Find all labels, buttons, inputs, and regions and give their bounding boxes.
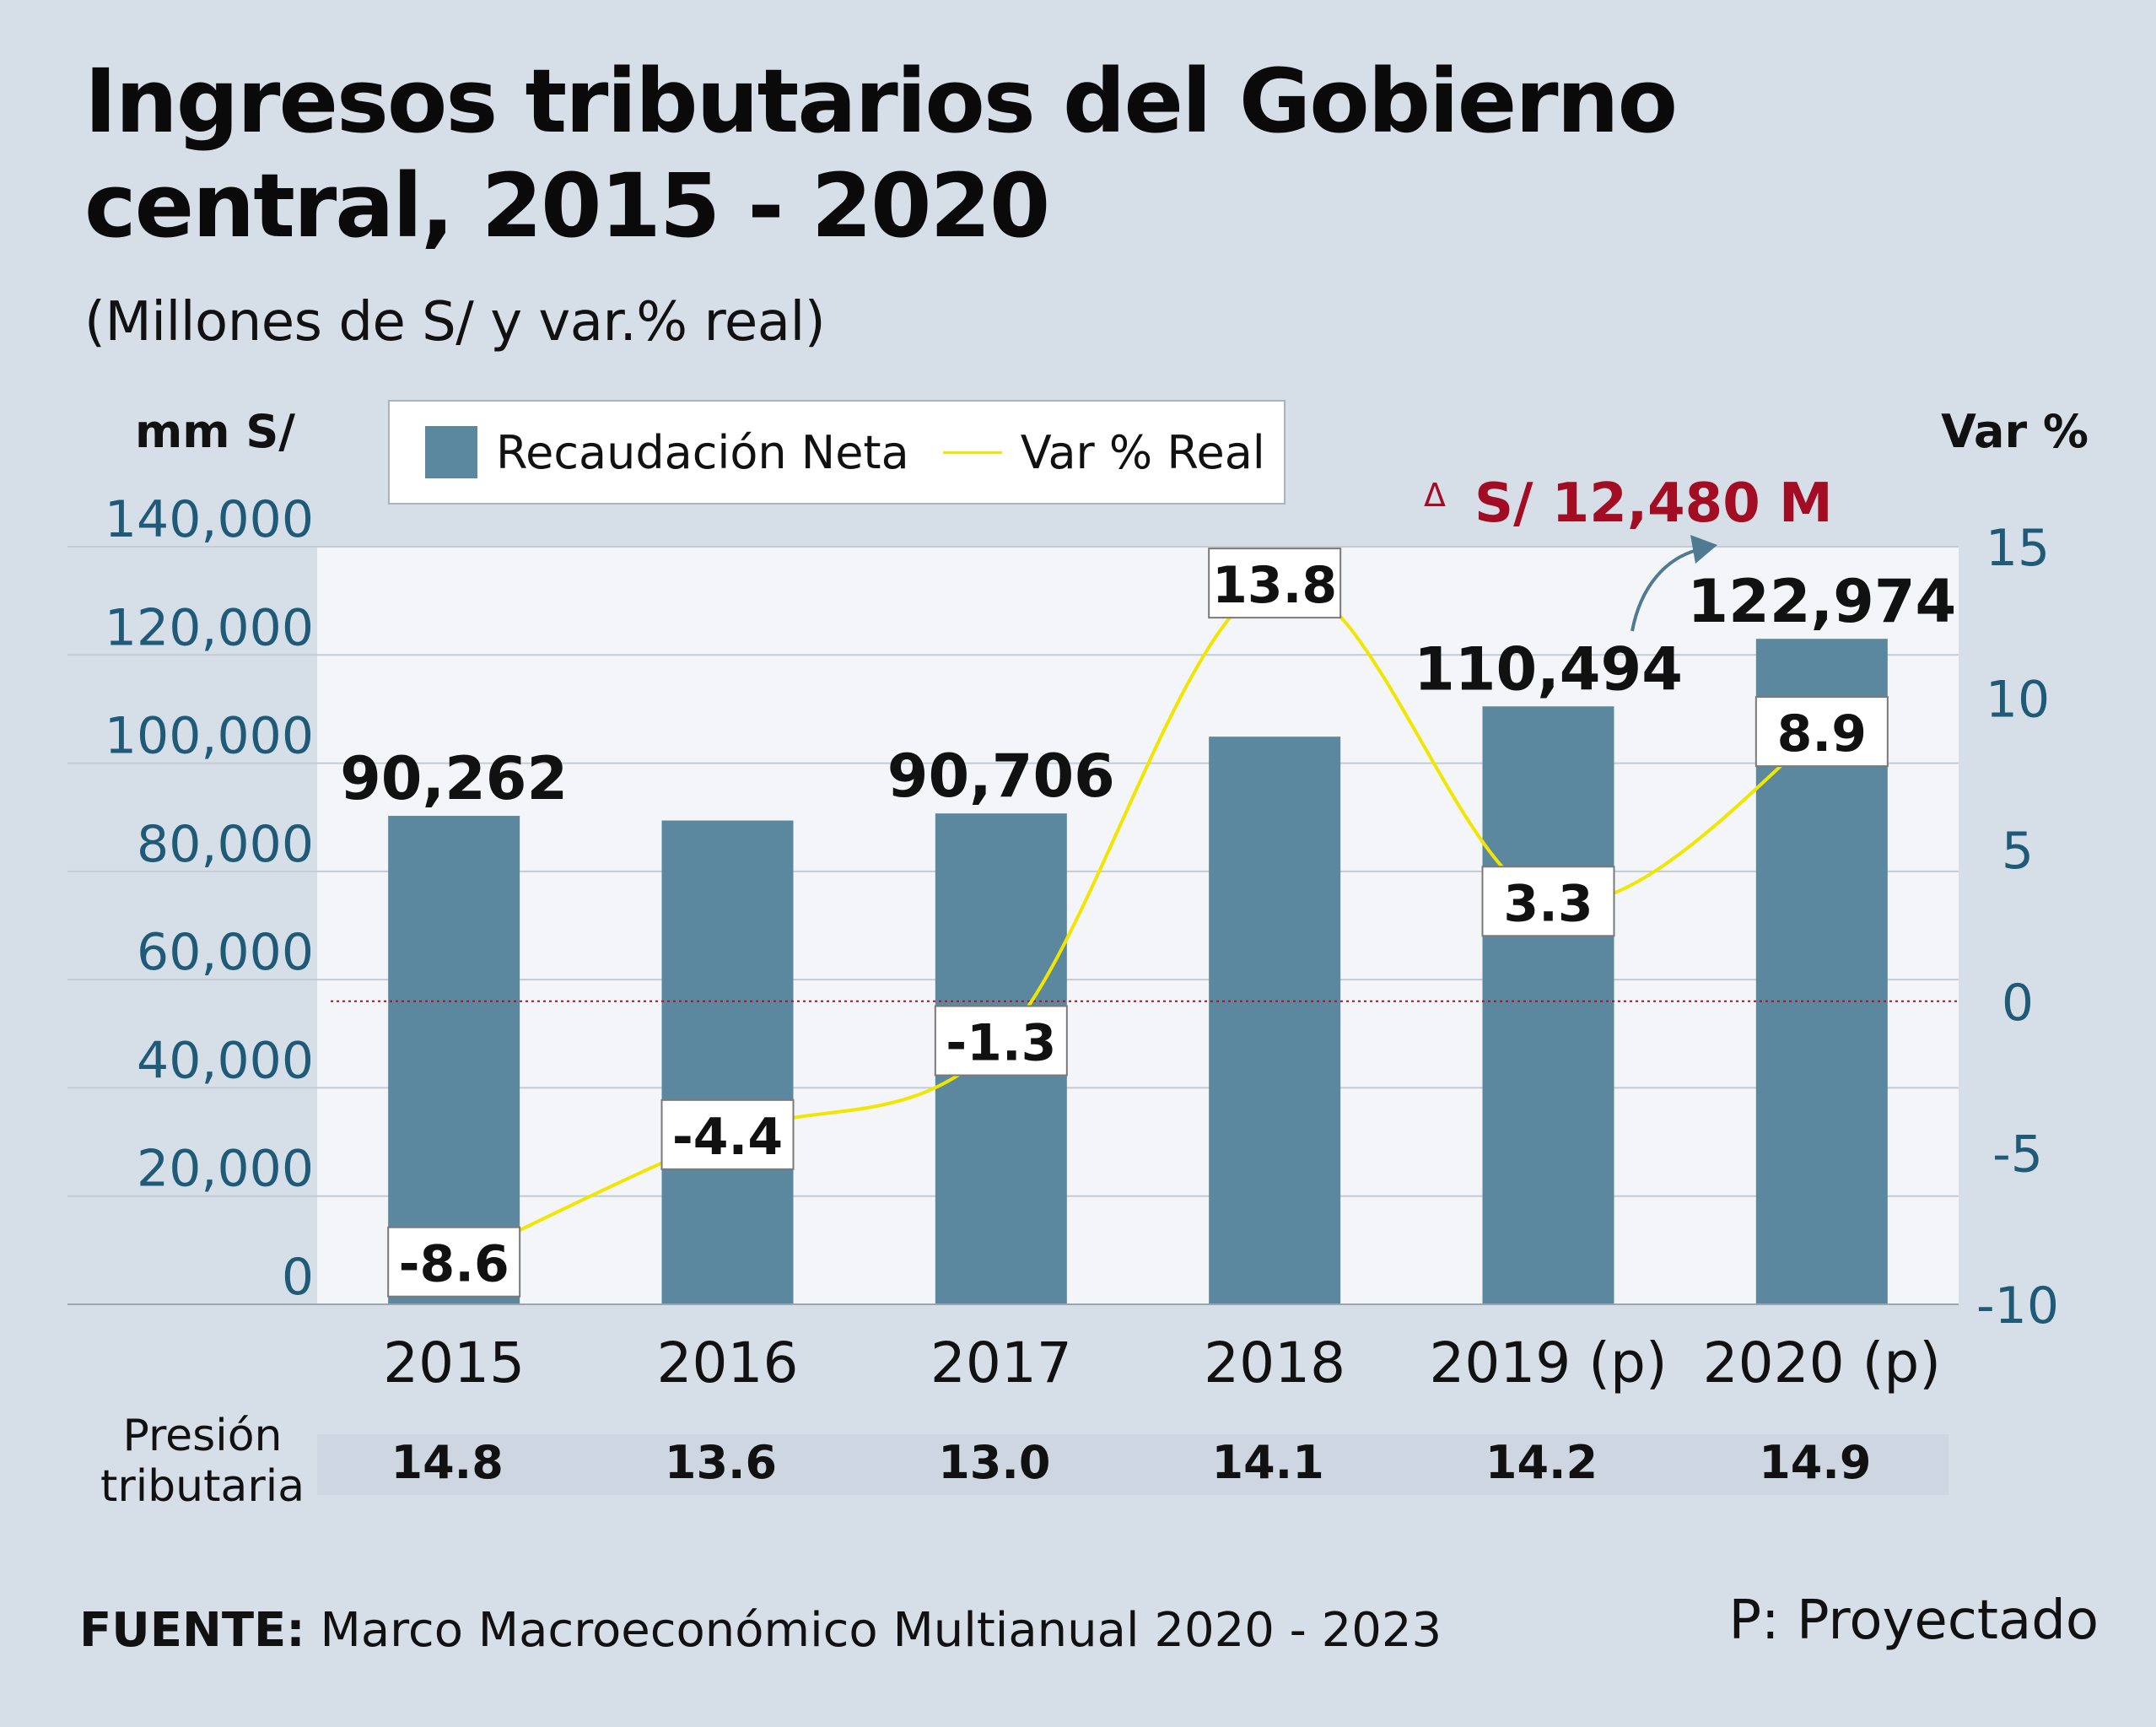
left-tick-label: 0 [282, 1248, 314, 1307]
left-axis-unit: mm S/ [135, 405, 295, 458]
var-label-box [660, 1098, 795, 1170]
pressure-value: 14.1 [1211, 1436, 1324, 1489]
var-label: -1.3 [946, 1013, 1056, 1072]
left-tick-label: 80,000 [137, 815, 314, 874]
left-tick-label: 40,000 [137, 1031, 314, 1090]
right-tick-label: -10 [1976, 1276, 2059, 1336]
projection-note: P: Proyectado [1728, 1589, 2099, 1652]
source-note: FUENTE: Marco Macroeconómico Multianual … [79, 1603, 1442, 1658]
chart-subtitle: (Millones de S/ y var.% real) [84, 291, 826, 353]
right-tick-label: 10 [1986, 671, 2050, 730]
x-tick-label: 2017 [930, 1330, 1072, 1395]
right-tick-label: -5 [1992, 1125, 2043, 1184]
bar [388, 816, 520, 1304]
right-tick-label: 5 [2002, 822, 2034, 881]
pressure-value: 14.8 [391, 1436, 504, 1489]
right-axis-unit: Var % [1941, 405, 2089, 458]
title-line-1: Ingresos tributarios del Gobierno [84, 50, 1678, 153]
var-label: 13.8 [1212, 556, 1337, 615]
var-label-box [1208, 548, 1342, 619]
legend-bar-label: Recaudación Neta [496, 425, 909, 479]
delta-arrow-head [1690, 535, 1717, 564]
bar-value-label: 110,494 [1414, 634, 1683, 704]
left-tick-label: 120,000 [105, 598, 314, 657]
x-tick-label: 2019 (p) [1429, 1330, 1667, 1395]
source-label: FUENTE: [79, 1603, 305, 1658]
var-label: -8.6 [399, 1235, 509, 1294]
delta-annotation: Δ S/ 12,480 M [1424, 472, 1833, 535]
var-label-box [1754, 696, 1889, 768]
right-tick-label: 15 [1986, 519, 2050, 578]
bar [1209, 737, 1341, 1304]
left-tick-label: 140,000 [105, 490, 314, 549]
pressure-label-line-2: tributaria [100, 1461, 305, 1512]
x-tick-label: 2015 [383, 1330, 525, 1395]
pressure-value: 14.9 [1759, 1436, 1872, 1489]
left-tick-label: 100,000 [105, 707, 314, 766]
bar-value-label: 122,974 [1687, 567, 1956, 636]
var-label-box [387, 1226, 521, 1298]
bar-value-label: 90,706 [887, 742, 1115, 811]
legend: Recaudación Neta Var % Real [388, 400, 1286, 505]
var-label-box [1481, 866, 1615, 937]
pressure-value: 13.6 [664, 1436, 778, 1489]
bar [1482, 706, 1614, 1304]
pressure-label: Presión tributaria [93, 1411, 312, 1512]
x-tick-label: 2016 [657, 1330, 799, 1395]
pressure-value: 13.0 [938, 1436, 1051, 1489]
left-tick-label: 20,000 [137, 1140, 314, 1199]
var-label: -4.4 [672, 1108, 783, 1167]
legend-bar-swatch [425, 426, 477, 478]
var-label: 3.3 [1503, 874, 1593, 933]
var-label: 8.9 [1777, 704, 1867, 764]
legend-line-swatch [942, 451, 1002, 454]
pressure-band [317, 1434, 1948, 1495]
legend-line-label: Var % Real [1020, 425, 1265, 479]
left-tick-label: 60,000 [137, 923, 314, 982]
chart-title: Ingresos tributarios del Gobierno centra… [84, 49, 1856, 258]
bar [661, 820, 794, 1304]
x-tick-label: 2018 [1204, 1330, 1345, 1395]
var-label-box [934, 1005, 1068, 1077]
right-tick-label: 0 [2002, 974, 2034, 1033]
pressure-label-line-1: Presión [122, 1411, 283, 1461]
source-text: Marco Macroeconómico Multianual 2020 - 2… [305, 1603, 1442, 1658]
bar-value-label: 90,262 [340, 744, 568, 813]
title-line-2: central, 2015 - 2020 [84, 154, 1050, 257]
plot-background [317, 547, 1959, 1304]
pressure-value: 14.2 [1485, 1436, 1598, 1489]
x-tick-label: 2020 (p) [1703, 1330, 1941, 1395]
delta-symbol: Δ [1424, 477, 1446, 514]
delta-text: S/ 12,480 M [1474, 472, 1833, 535]
delta-arrow [1630, 548, 1698, 632]
